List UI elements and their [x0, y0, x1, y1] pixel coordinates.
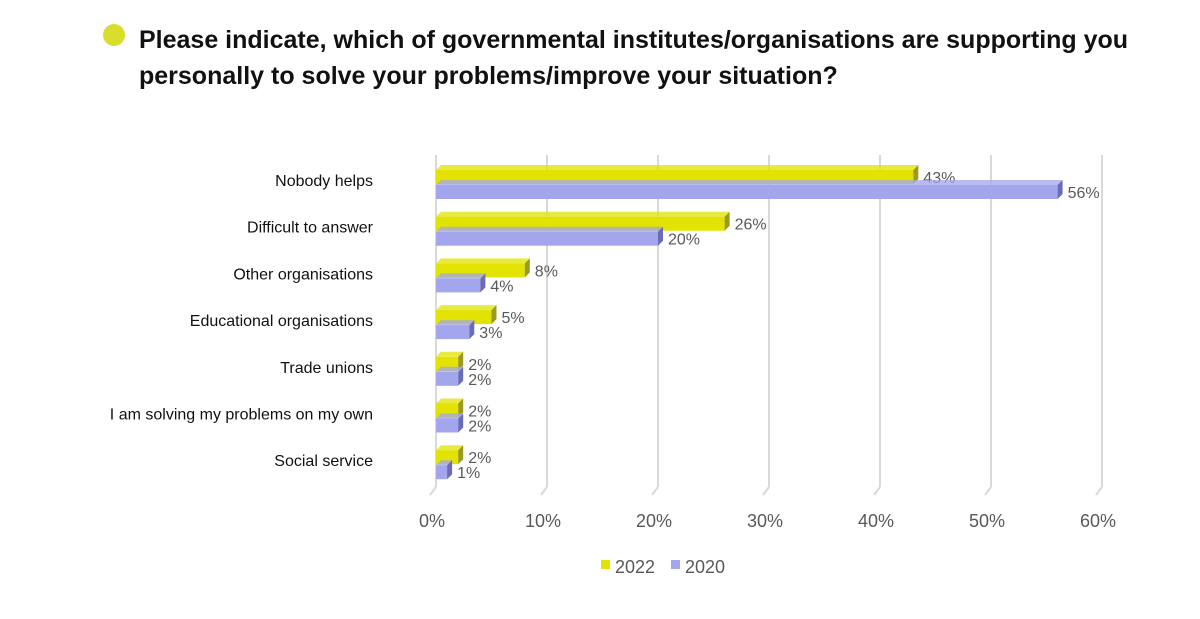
bar-2020-top	[436, 226, 663, 232]
x-tick-label: 30%	[747, 511, 783, 531]
legend-swatch-2022	[601, 560, 610, 569]
title-bullet-icon	[103, 24, 125, 46]
data-label: 5%	[502, 310, 525, 327]
bar-2020-top	[436, 273, 486, 279]
bar-2020-side	[1057, 180, 1063, 199]
data-label: 4%	[490, 278, 513, 295]
data-label: 56%	[1068, 185, 1100, 202]
bar-2022-top	[436, 305, 497, 311]
bar-2022-side	[458, 351, 464, 371]
legend-label-2022: 2022	[615, 557, 655, 577]
bar-2022-top	[436, 258, 530, 264]
gridline-foot	[429, 486, 437, 496]
data-label: 20%	[668, 232, 700, 249]
bar-2020	[436, 418, 459, 433]
bar-2022-side	[724, 211, 730, 231]
x-tick-label: 0%	[419, 511, 445, 531]
category-label: I am solving my problems on my own	[110, 407, 373, 424]
bar-2022-top	[436, 351, 464, 357]
bar-2020	[436, 465, 448, 480]
gridline-foot	[540, 486, 548, 496]
data-label: 2%	[468, 404, 491, 421]
bar-2022-side	[491, 305, 497, 325]
bar-2022-side	[524, 258, 530, 278]
data-label: 2%	[468, 419, 491, 436]
category-label: Trade unions	[280, 360, 373, 377]
bar-2020-side	[469, 320, 475, 340]
bar-2022-side	[913, 165, 919, 184]
bar-2020	[436, 231, 658, 246]
data-label: 1%	[457, 465, 480, 482]
legend-label-2020: 2020	[685, 557, 725, 577]
bar-2022-top	[436, 211, 730, 217]
bar-2020	[436, 185, 1058, 199]
data-label: 2%	[468, 372, 491, 389]
gridline-foot	[984, 486, 992, 496]
data-label: 26%	[735, 217, 767, 234]
category-label: Educational organisations	[190, 313, 373, 330]
gridline-foot	[873, 486, 881, 496]
category-label: Nobody helps	[275, 173, 373, 190]
x-tick-label: 50%	[969, 511, 1005, 531]
x-tick-label: 10%	[525, 511, 561, 531]
x-tick-label: 40%	[858, 511, 894, 531]
bar-2020-side	[458, 413, 464, 433]
bar-2022-top	[436, 398, 464, 404]
category-label: Other organisations	[233, 266, 373, 283]
gridline-foot	[1095, 486, 1103, 496]
bar-2022-top	[436, 165, 919, 170]
page-title: Please indicate, which of governmental i…	[139, 26, 1129, 90]
bar-2020-side	[458, 366, 464, 386]
bar-2022-side	[458, 445, 464, 465]
category-label: Difficult to answer	[247, 220, 374, 237]
bar-2020-side	[447, 460, 453, 480]
legend-swatch-2020	[671, 560, 680, 569]
bar-2020-top	[436, 180, 1063, 185]
bar-2020-side	[658, 226, 663, 246]
bar-2022-side	[458, 398, 464, 418]
bar-2022-top	[436, 445, 464, 451]
bar-2020	[436, 371, 459, 386]
bar-2020-top	[436, 366, 464, 372]
gridline-foot	[651, 486, 659, 496]
bar-2020	[436, 325, 470, 340]
x-tick-label: 60%	[1080, 511, 1116, 531]
data-label: 2%	[468, 450, 491, 467]
bar-2020-side	[480, 273, 486, 293]
category-label: Social service	[274, 453, 373, 470]
data-label: 3%	[479, 325, 502, 342]
bar-2020-top	[436, 320, 475, 326]
bar-2020-top	[436, 413, 464, 419]
data-label: 2%	[468, 357, 491, 374]
x-tick-label: 20%	[636, 511, 672, 531]
data-label: 8%	[535, 263, 558, 280]
bar-2020	[436, 278, 481, 293]
gridline-foot	[762, 486, 770, 496]
bar-2020-top	[436, 460, 453, 466]
